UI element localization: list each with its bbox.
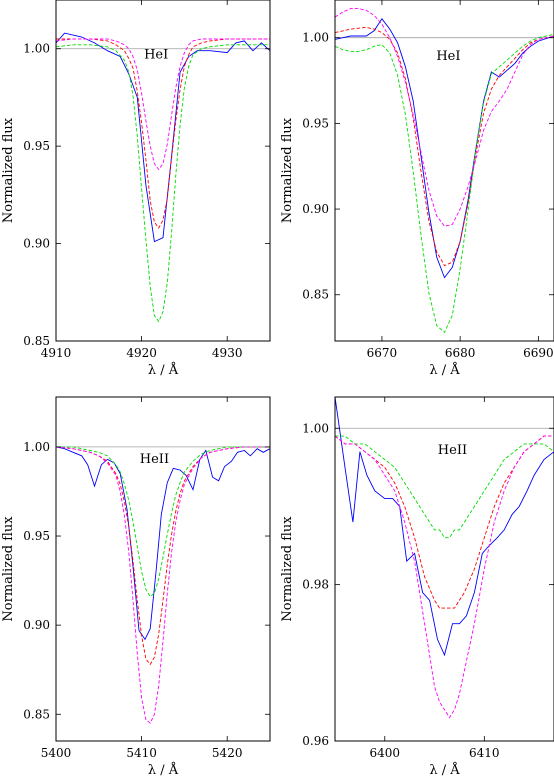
x-tick-label: 4910 — [41, 346, 72, 360]
chart-panel-3: 0.85 0.90 0.95 1.00 5400 5410 5420 λ / Å Normali… — [1, 396, 271, 778]
x-tick-label: 6680 — [445, 346, 476, 360]
x-tick-label: 6410 — [469, 746, 500, 760]
series-line-1 — [56, 32, 270, 243]
plot-frame — [55, 396, 271, 742]
y-tick-label: 1.00 — [302, 421, 329, 435]
series-line-3 — [335, 435, 554, 539]
series-line-2 — [335, 435, 554, 609]
series-line-4 — [335, 8, 554, 227]
series-line-3 — [56, 44, 270, 323]
series-line-4 — [56, 446, 270, 724]
x-tick-label: 5420 — [212, 746, 243, 760]
plot-frame — [334, 0, 554, 342]
x-axis-label: λ / Å — [429, 762, 460, 778]
series-line-4 — [335, 435, 554, 719]
x-axis-label: λ / Å — [429, 362, 460, 378]
y-tick-label: 0.95 — [23, 139, 50, 153]
chart-panel-1: 0.85 0.90 0.95 1.00 4910 4920 4930 λ / Å Normali… — [1, 0, 271, 378]
series-line-4 — [56, 38, 270, 171]
y-tick-label: 1.00 — [302, 31, 329, 45]
y-tick-label: 1.00 — [23, 440, 50, 454]
chart-panel-2: 0.85 0.90 0.95 1.00 6670 6680 6690 λ / Å Normali… — [280, 0, 554, 378]
line-annotation: HeII — [438, 443, 467, 458]
chart-panel-4: 0.96 0.98 1.00 6400 6410 λ / Å Normalized flux… — [280, 396, 554, 778]
y-axis-label: Normalized flux — [1, 516, 16, 622]
x-axis-label: λ / Å — [148, 762, 179, 778]
y-tick-label: 0.95 — [23, 529, 50, 543]
series-line-3 — [56, 446, 270, 598]
series-group — [56, 446, 270, 724]
y-tick-label: 0.90 — [23, 618, 50, 632]
y-axis-label: Normalized flux — [280, 516, 295, 622]
y-tick-label: 0.90 — [302, 202, 329, 216]
y-tick-label: 0.85 — [23, 707, 50, 721]
series-line-1 — [335, 18, 554, 279]
y-tick-label: 0.85 — [302, 288, 329, 302]
line-annotation: HeII — [140, 452, 169, 467]
series-line-1 — [335, 397, 554, 657]
x-tick-label: 5400 — [41, 746, 72, 760]
x-tick-label: 4920 — [126, 346, 157, 360]
x-tick-label: 6670 — [367, 346, 398, 360]
series-line-1 — [56, 446, 270, 641]
series-line-2 — [56, 446, 270, 666]
line-annotation: HeI — [436, 49, 460, 64]
y-axis-label: Normalized flux — [1, 117, 16, 223]
series-group — [335, 397, 554, 719]
x-tick-label: 4930 — [212, 346, 243, 360]
plot-frame — [55, 0, 271, 342]
line-annotation: HeI — [144, 47, 168, 62]
y-tick-label: 1.00 — [23, 42, 50, 56]
y-tick-label: 0.90 — [23, 237, 50, 251]
x-tick-label: 5410 — [126, 746, 157, 760]
series-group — [56, 32, 270, 323]
series-line-3 — [335, 33, 554, 334]
plot-frame — [334, 396, 554, 742]
y-axis-label: Normalized flux — [280, 117, 295, 223]
y-tick-label: 0.85 — [23, 334, 50, 348]
series-line-2 — [335, 26, 554, 267]
y-tick-label: 0.95 — [302, 116, 329, 130]
series-group — [335, 8, 554, 334]
x-tick-label: 6400 — [369, 746, 400, 760]
x-axis-label: λ / Å — [148, 362, 179, 378]
x-tick-label: 6690 — [523, 346, 554, 360]
y-tick-label: 0.98 — [302, 578, 329, 592]
series-line-2 — [56, 38, 270, 229]
y-tick-label: 0.96 — [302, 734, 329, 748]
